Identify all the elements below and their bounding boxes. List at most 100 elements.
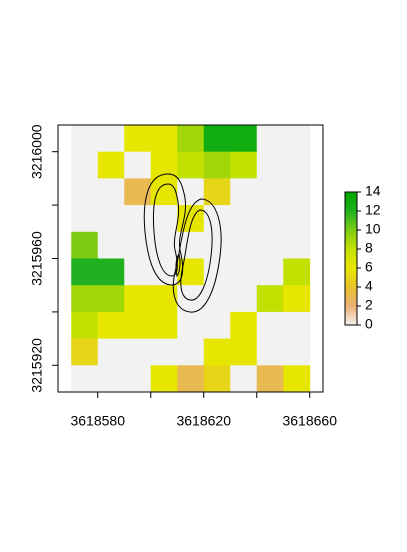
colorbar-step (345, 291, 357, 295)
colorbar-step (345, 242, 357, 246)
colorbar-step (345, 251, 357, 255)
colorbar-step (345, 307, 357, 310)
colorbar-step (345, 229, 357, 233)
cell (283, 365, 311, 393)
cell (177, 151, 205, 179)
colorbar-step (345, 249, 357, 253)
cell (256, 125, 284, 153)
cell (203, 151, 231, 179)
cell (150, 365, 178, 393)
cell (177, 178, 205, 206)
x-tick-label: 3618660 (282, 413, 337, 429)
colorbar-step (345, 207, 357, 211)
cell (256, 258, 284, 286)
colorbar-step (345, 280, 357, 284)
colorbar-label: 10 (365, 221, 381, 237)
colorbar-step (345, 198, 357, 202)
contour (172, 198, 222, 313)
colorbar-step (345, 313, 357, 317)
colorbar-step (345, 316, 357, 319)
colorbar-step (345, 311, 357, 315)
colorbar-step (345, 234, 357, 237)
cell (97, 365, 125, 393)
cell (71, 285, 99, 313)
cell (124, 151, 152, 179)
cell (71, 365, 99, 393)
cell (283, 151, 311, 179)
colorbar-step (345, 254, 357, 257)
cell (256, 205, 284, 233)
colorbar-step (345, 211, 357, 215)
cell (124, 205, 152, 233)
colorbar-step (345, 320, 357, 324)
cell (283, 205, 311, 233)
colorbar-step (345, 298, 357, 301)
colorbar-step (345, 269, 357, 273)
colorbar-step (345, 302, 357, 306)
cell (124, 178, 152, 206)
colorbar-label: 4 (365, 278, 373, 294)
colorbar-step (345, 194, 357, 197)
cell (97, 231, 125, 259)
cell (71, 258, 99, 286)
cell (203, 125, 231, 153)
cell (203, 311, 231, 339)
cell (150, 125, 178, 153)
contours (143, 173, 222, 313)
colorbar-step (345, 262, 357, 266)
cell (230, 151, 258, 179)
colorbar-step (345, 218, 357, 222)
cell (71, 151, 99, 179)
cell (230, 231, 258, 259)
cell (150, 205, 178, 233)
cell (71, 125, 99, 153)
colorbar-step (345, 209, 357, 213)
colorbar-step (345, 203, 357, 206)
cell (124, 338, 152, 366)
contour (152, 183, 180, 277)
colorbar-step (345, 318, 357, 321)
cell (203, 285, 231, 313)
colorbar-step (345, 260, 357, 264)
colorbar-step (345, 289, 357, 293)
cell (97, 151, 125, 179)
colorbar-step (345, 322, 357, 326)
cell (71, 338, 99, 366)
cell (97, 311, 125, 339)
colorbar: 0 2 4 6 8 10 12 14 (344, 183, 381, 332)
cell (256, 231, 284, 259)
colorbar-step (345, 293, 357, 297)
colorbar-step (345, 265, 357, 268)
colorbar-step (345, 271, 357, 275)
cell (283, 285, 311, 313)
y-tick-label: 3215920 (29, 338, 45, 393)
cell (256, 365, 284, 393)
colorbar-step (345, 216, 357, 219)
colorbar-step (345, 276, 357, 279)
cell (203, 205, 231, 233)
colorbar-step (345, 278, 357, 281)
cell (256, 338, 284, 366)
colorbar-step (345, 214, 357, 217)
cell (283, 178, 311, 206)
x-tick-label: 3618620 (176, 413, 231, 429)
colorbar-step (345, 196, 357, 199)
colorbar-label: 12 (365, 202, 381, 218)
cell (230, 285, 258, 313)
colorbar-step (345, 220, 357, 224)
colorbar-step (345, 205, 357, 208)
colorbar-step (345, 247, 357, 250)
cell (71, 205, 99, 233)
cell (203, 365, 231, 393)
cell (230, 205, 258, 233)
cell (150, 311, 178, 339)
cell (283, 231, 311, 259)
colorbar-step (345, 223, 357, 226)
cell (124, 125, 152, 153)
cell (71, 311, 99, 339)
cell (124, 285, 152, 313)
contour (180, 209, 213, 301)
colorbar-label: 6 (365, 259, 373, 275)
colorbar-step (345, 309, 357, 312)
